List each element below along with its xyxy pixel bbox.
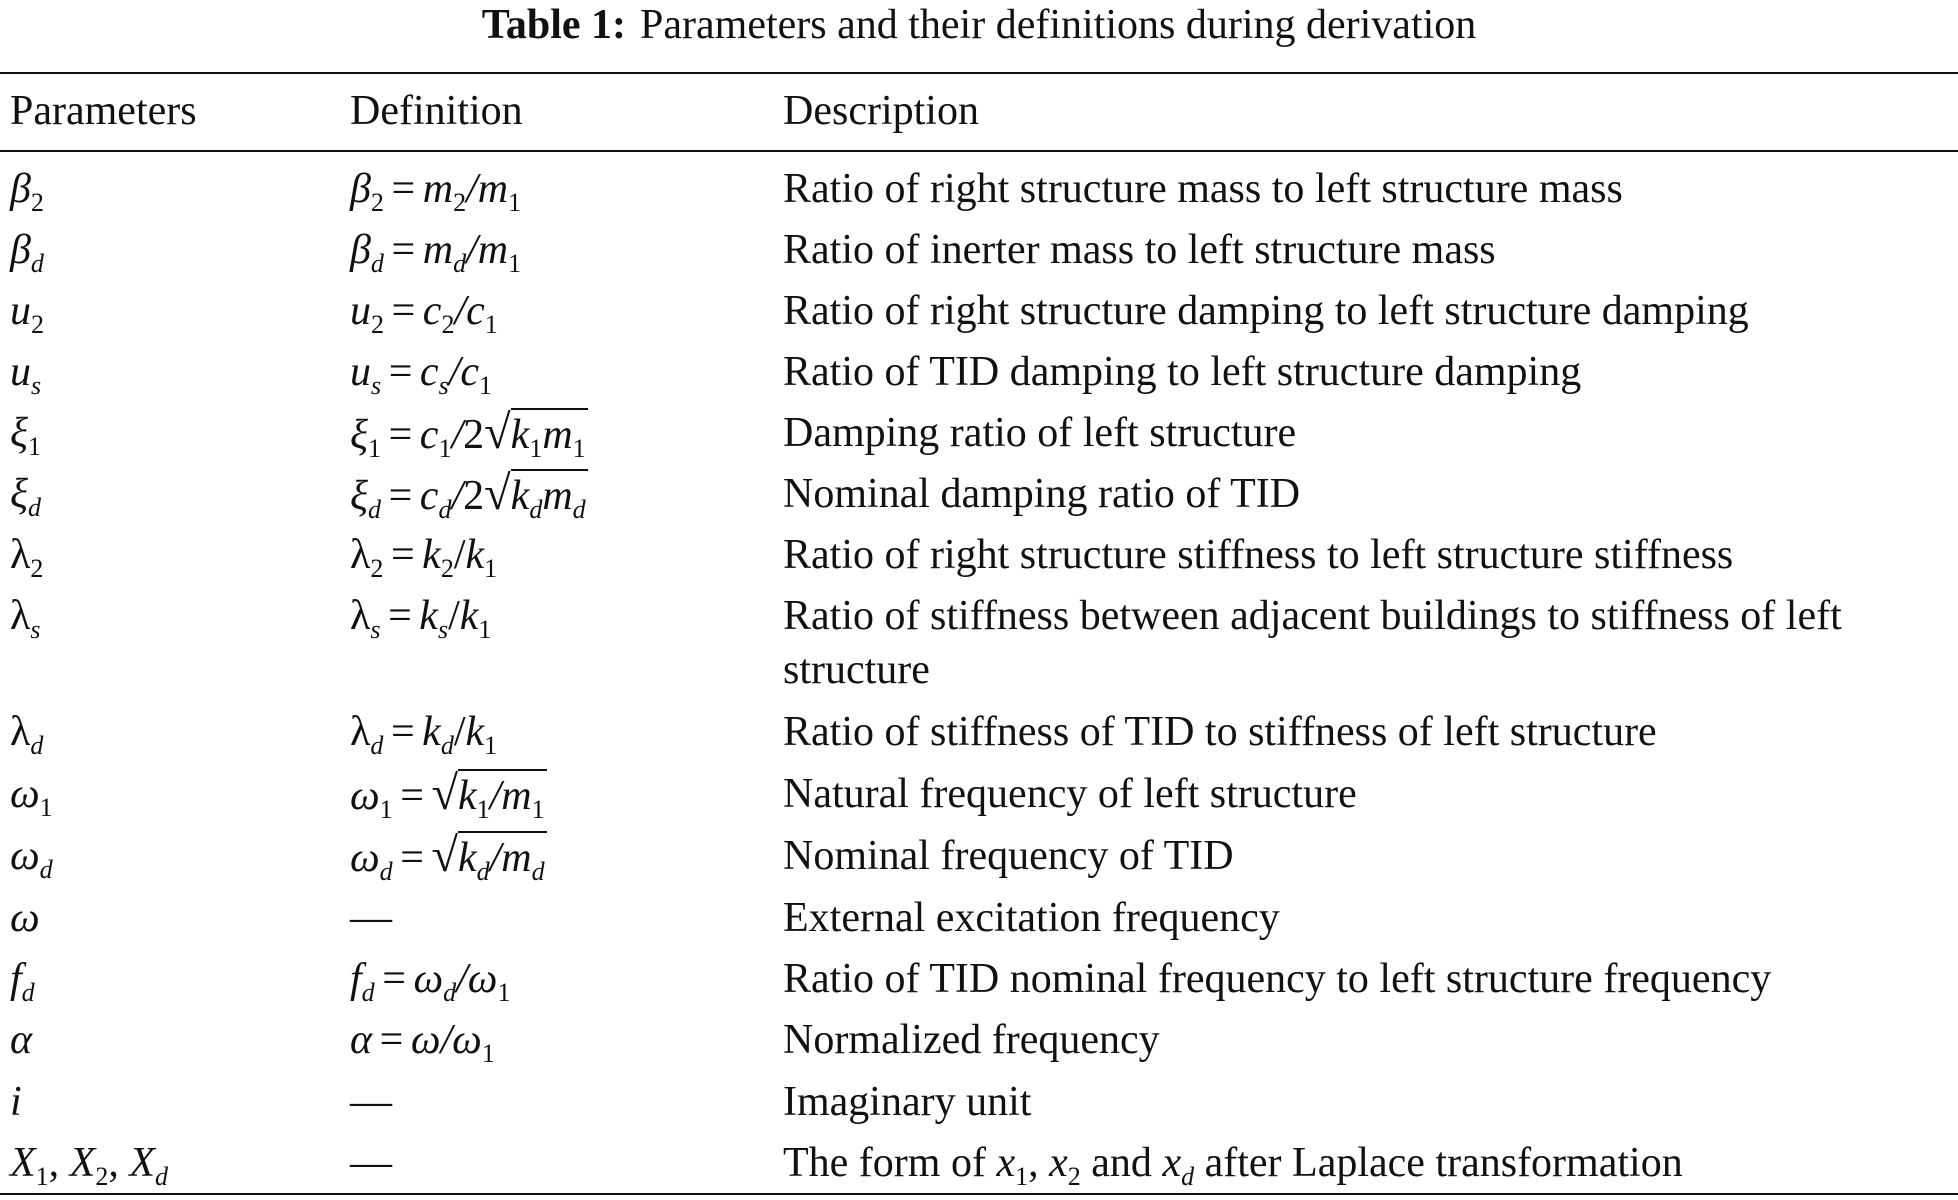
table-bottom-rule	[0, 1193, 1958, 1195]
header-description: Description	[783, 88, 979, 134]
parameter-definition: —	[350, 1140, 392, 1186]
parameter-definition: βd = md/m1	[350, 227, 522, 279]
parameter-description: Imaginary unit	[783, 1079, 1032, 1125]
parameter-definition: λd = kd/k1	[350, 709, 498, 761]
parameter-definition: ω1 = √k1/m1	[350, 767, 547, 825]
parameter-symbol: ω1	[10, 771, 53, 823]
parameter-description: Ratio of stiffness of TID to stiffness o…	[783, 709, 1657, 755]
parameter-description: External excitation frequency	[783, 895, 1280, 941]
parameter-description: The form of x1, x2 and xd after Laplace …	[783, 1140, 1683, 1192]
parameter-description: Ratio of stiffness between adjacent buil…	[783, 593, 1842, 693]
parameter-description: Normalized frequency	[783, 1017, 1160, 1063]
parameter-symbol: βd	[10, 227, 44, 279]
table-caption: Table 1: Parameters and their definitions…	[0, 0, 1958, 50]
parameter-definition: —	[350, 895, 392, 941]
parameter-symbol: us	[10, 349, 42, 401]
header-parameters: Parameters	[10, 88, 197, 134]
parameter-definition: us = cs/c1	[350, 349, 493, 401]
parameter-description: Nominal frequency of TID	[783, 833, 1234, 879]
header-definition: Definition	[350, 88, 523, 134]
parameter-definition: λs = ks/k1	[350, 593, 492, 645]
parameter-definition: β2 = m2/m1	[350, 166, 522, 218]
parameter-definition: —	[350, 1079, 392, 1125]
parameter-symbol: u2	[10, 288, 45, 340]
parameter-description: Nominal damping ratio of TID	[783, 471, 1301, 517]
parameter-definition: ξ1 = c1/2√k1m1	[350, 406, 588, 464]
parameter-symbol: i	[10, 1079, 22, 1125]
parameter-symbol: ξ1	[10, 410, 42, 462]
parameter-description: Ratio of TID nominal frequency to left s…	[783, 956, 1772, 1002]
parameter-symbol: ξd	[10, 471, 42, 523]
parameter-symbol: λd	[10, 709, 44, 761]
parameter-symbol: α	[10, 1017, 33, 1063]
parameter-symbol: λs	[10, 593, 41, 645]
parameter-definition: ξd = cd/2√kdmd	[350, 467, 588, 525]
parameter-description: Ratio of right structure stiffness to le…	[783, 532, 1734, 578]
parameter-description: Ratio of inerter mass to left structure …	[783, 227, 1496, 273]
parameter-definition: α = ω/ω1	[350, 1017, 495, 1069]
parameter-description: Ratio of right structure damping to left…	[783, 288, 1749, 334]
parameter-description: Natural frequency of left structure	[783, 771, 1357, 817]
parameter-definition: λ2 = k2/k1	[350, 532, 498, 584]
parameter-symbol: fd	[10, 956, 35, 1008]
parameter-symbol: X1, X2, Xd	[10, 1140, 169, 1192]
parameter-symbol: λ2	[10, 532, 44, 584]
parameter-description: Ratio of TID damping to left structure d…	[783, 349, 1582, 395]
table-header-rule	[0, 150, 1958, 152]
parameter-symbol: ω	[10, 895, 40, 941]
parameter-description: Damping ratio of left structure	[783, 410, 1297, 456]
parameter-definition: fd = ωd/ω1	[350, 956, 511, 1008]
parameter-definition: ωd = √kd/md	[350, 829, 547, 887]
parameter-symbol: ωd	[10, 833, 53, 885]
table-top-rule	[0, 72, 1958, 74]
parameter-definition: u2 = c2/c1	[350, 288, 498, 340]
parameter-description: Ratio of right structure mass to left st…	[783, 166, 1623, 212]
table-caption-label: Table 1:	[481, 2, 627, 48]
parameter-symbol: β2	[10, 166, 44, 218]
table-caption-title: Parameters and their definitions during …	[640, 2, 1477, 48]
